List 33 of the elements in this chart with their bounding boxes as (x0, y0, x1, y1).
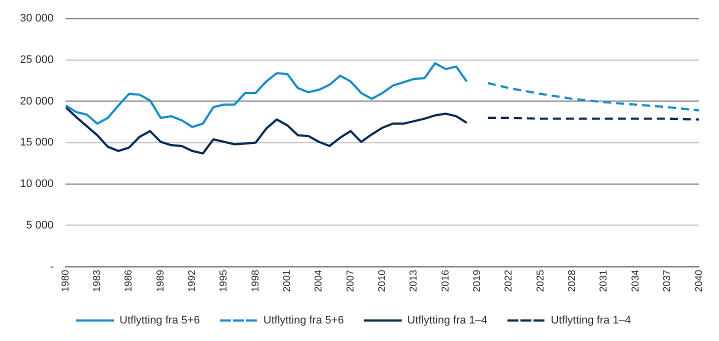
y-tick-label: - (50, 260, 54, 273)
x-tick-label: 2034 (630, 269, 642, 292)
x-tick-label: 2028 (567, 269, 578, 292)
x-tick-label: 2013 (408, 269, 420, 292)
x-tick-label: 2004 (314, 269, 325, 292)
x-tick-label: 2010 (377, 269, 388, 292)
y-tick-label: 5 000 (26, 219, 54, 232)
y-tick-label: 25 000 (20, 54, 54, 66)
legend-label: Utflytting fra 1–4 (550, 314, 631, 327)
x-tick-label: 1983 (92, 269, 104, 292)
x-tick-label: 2016 (440, 269, 452, 292)
y-tick-label: 20 000 (20, 95, 54, 108)
y-tick-label: 10 000 (20, 178, 54, 190)
x-tick-label: 2022 (504, 269, 515, 292)
x-tick-label: 1989 (155, 269, 166, 292)
x-tick-label: 1995 (218, 269, 230, 292)
x-tick-label: 2025 (535, 269, 546, 292)
x-tick-label: 1986 (124, 269, 135, 292)
legend-label: Utflytting fra 5+6 (120, 314, 200, 327)
y-tick-label: 30 000 (20, 12, 54, 25)
line-series (486, 82, 699, 112)
x-tick-label: 2007 (345, 269, 356, 292)
x-tick-label: 1992 (187, 269, 198, 292)
x-tick-label: 2031 (598, 269, 610, 292)
x-tick-label: 1998 (250, 269, 262, 292)
x-tick-label: 1980 (60, 269, 72, 292)
x-tick-label: 2019 (472, 269, 484, 292)
x-tick-label: 2001 (282, 269, 294, 292)
x-tick-label: 2037 (662, 269, 674, 292)
legend-label: Utflytting fra 5+6 (263, 314, 344, 327)
legend-label: Utflytting fra 1–4 (407, 314, 488, 327)
x-tick-label: 2040 (694, 269, 705, 292)
y-tick-label: 15 000 (20, 136, 54, 149)
